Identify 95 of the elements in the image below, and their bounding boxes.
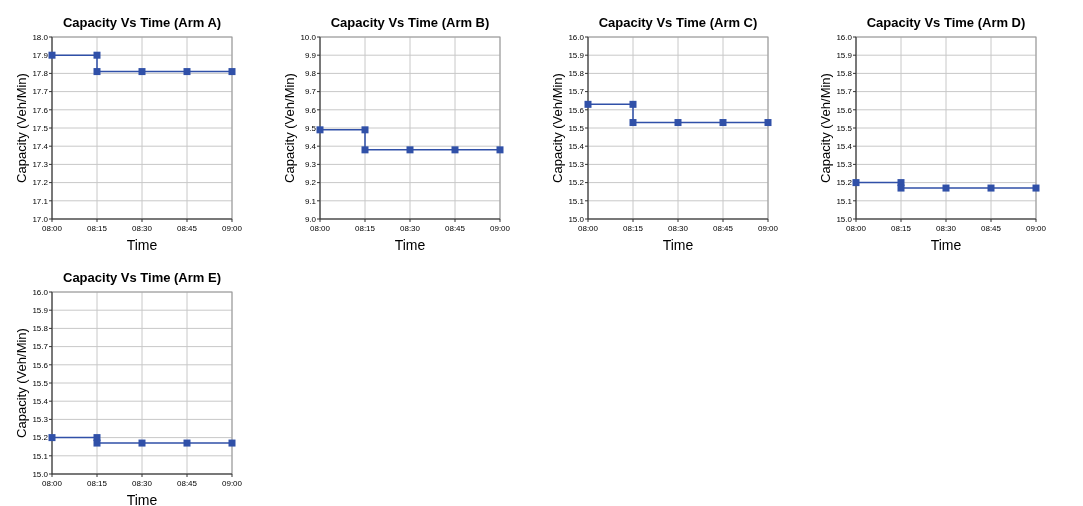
x-tick-label: 08:15	[622, 224, 644, 233]
y-tick-label: 15.1	[568, 196, 585, 206]
y-tick-label: 15.9	[836, 51, 853, 60]
y-tick-label: 9.7	[304, 87, 317, 97]
y-axis-title: Capacity (Veh/Min)	[550, 73, 565, 183]
x-tick-label: 08:30	[935, 224, 957, 233]
chart-title: Capacity Vs Time (Arm C)	[598, 15, 758, 30]
y-tick-label: 15.6	[568, 105, 585, 115]
y-tick-label: 9.0	[304, 214, 317, 224]
y-axis-title: Capacity (Veh/Min)	[282, 73, 297, 183]
y-tick-label: 15.5	[568, 123, 585, 133]
y-tick-label: 9.2	[304, 178, 317, 188]
y-tick-label: 17.4	[32, 142, 49, 151]
y-tick-label: 15.1	[836, 196, 853, 206]
x-tick-label: 09:00	[221, 479, 243, 488]
y-tick-label: 9.3	[304, 160, 317, 170]
x-tick-label: 08:45	[712, 224, 734, 233]
y-tick-label: 15.1	[32, 451, 49, 461]
y-tick-label: 15.6	[836, 105, 853, 115]
x-tick-label: 08:45	[444, 224, 466, 233]
x-tick-label: 08:30	[399, 224, 421, 233]
x-tick-label: 08:00	[309, 224, 331, 233]
y-tick-label: 15.4	[836, 142, 853, 151]
x-tick-label: 08:45	[980, 224, 1002, 233]
y-tick-label: 15.7	[568, 87, 585, 97]
y-tick-label: 16.0	[32, 287, 49, 297]
y-tick-label: 16.0	[568, 32, 585, 42]
y-tick-label: 17.2	[32, 178, 49, 188]
x-tick-label: 08:15	[890, 224, 912, 233]
y-tick-label: 10.0	[300, 32, 317, 42]
y-tick-label: 15.7	[836, 87, 853, 97]
y-axis-title: Capacity (Veh/Min)	[14, 73, 29, 183]
x-tick-label: 09:00	[1025, 224, 1047, 233]
y-tick-label: 15.8	[836, 69, 853, 79]
y-tick-label: 17.0	[32, 214, 49, 224]
y-tick-label: 15.5	[32, 378, 49, 388]
x-axis-title: Time	[126, 237, 158, 253]
x-tick-label: 08:30	[131, 224, 153, 233]
chart-title: Capacity Vs Time (Arm A)	[62, 15, 222, 30]
x-tick-label: 08:45	[176, 224, 198, 233]
x-tick-label: 08:15	[86, 224, 108, 233]
x-tick-label: 08:00	[41, 479, 63, 488]
x-tick-label: 09:00	[757, 224, 779, 233]
y-tick-label: 15.2	[568, 178, 585, 188]
x-axis-title: Time	[662, 237, 694, 253]
y-tick-label: 9.9	[304, 51, 317, 60]
y-tick-label: 9.1	[304, 196, 317, 206]
y-tick-label: 16.0	[836, 32, 853, 42]
x-tick-label: 08:45	[176, 479, 198, 488]
y-tick-label: 17.7	[32, 87, 49, 97]
y-tick-label: 15.3	[568, 160, 585, 170]
y-tick-label: 15.8	[32, 324, 49, 334]
x-tick-label: 08:15	[86, 479, 108, 488]
chart-title: Capacity Vs Time (Arm E)	[63, 270, 221, 285]
y-tick-label: 17.5	[32, 123, 49, 133]
x-axis-title: Time	[930, 237, 962, 253]
y-tick-label: 15.2	[32, 433, 49, 443]
chart-title: Capacity Vs Time (Arm B)	[330, 15, 490, 30]
x-tick-label: 08:30	[667, 224, 689, 233]
y-tick-label: 9.5	[304, 123, 317, 133]
x-tick-label: 08:00	[845, 224, 867, 233]
y-tick-label: 15.6	[32, 360, 49, 370]
y-tick-label: 15.8	[568, 69, 585, 79]
y-tick-label: 17.6	[32, 105, 49, 115]
y-tick-label: 17.9	[32, 51, 49, 60]
y-tick-label: 15.9	[32, 306, 49, 315]
x-axis-title: Time	[126, 492, 158, 506]
y-tick-label: 15.4	[568, 142, 585, 151]
y-tick-label: 18.0	[32, 32, 49, 42]
y-tick-label: 15.0	[32, 469, 49, 479]
y-tick-label: 15.4	[32, 397, 49, 406]
x-tick-label: 08:15	[354, 224, 376, 233]
x-tick-label: 09:00	[221, 224, 243, 233]
y-axis-title: Capacity (Veh/Min)	[818, 73, 833, 183]
y-tick-label: 15.7	[32, 342, 49, 352]
y-tick-label: 17.8	[32, 69, 49, 79]
x-axis-title: Time	[394, 237, 426, 253]
x-tick-label: 09:00	[489, 224, 511, 233]
x-tick-label: 08:30	[131, 479, 153, 488]
y-tick-label: 17.3	[32, 160, 49, 170]
y-tick-label: 15.5	[836, 123, 853, 133]
y-tick-label: 15.9	[568, 51, 585, 60]
y-tick-label: 15.0	[568, 214, 585, 224]
y-tick-label: 15.2	[836, 178, 853, 188]
y-tick-label: 9.6	[304, 105, 317, 115]
y-tick-label: 15.0	[836, 214, 853, 224]
x-tick-label: 08:00	[577, 224, 599, 233]
y-axis-title: Capacity (Veh/Min)	[14, 328, 29, 438]
y-tick-label: 17.1	[32, 196, 49, 206]
y-tick-label: 9.4	[304, 142, 317, 151]
y-tick-label: 9.8	[304, 69, 317, 79]
chart-title: Capacity Vs Time (Arm D)	[866, 15, 1026, 30]
x-tick-label: 08:00	[41, 224, 63, 233]
y-tick-label: 15.3	[836, 160, 853, 170]
y-tick-label: 15.3	[32, 415, 49, 425]
